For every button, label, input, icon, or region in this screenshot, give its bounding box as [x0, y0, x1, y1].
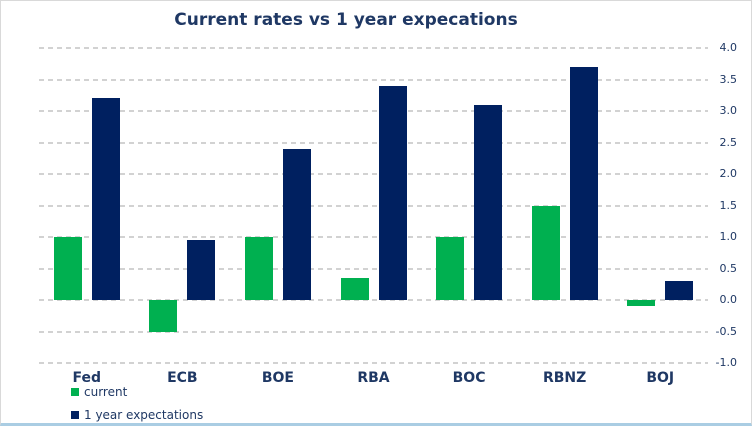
bar-1-year-expectations [665, 281, 694, 300]
category-label-boj: BOJ [646, 370, 675, 386]
category-label-rbnz: RBNZ [542, 370, 587, 386]
category-label-ecb: ECB [167, 370, 198, 386]
gridline [39, 299, 708, 301]
legend: current 1 year expectations [71, 385, 203, 423]
bar-current [340, 277, 369, 300]
bar-current [627, 300, 656, 307]
y-tick-label: 3.5 [719, 72, 738, 86]
bar-current [149, 300, 178, 332]
legend-swatch-expectations [71, 411, 79, 419]
gridline [39, 110, 708, 112]
y-tick-label: 2.5 [719, 135, 738, 149]
bar-current [531, 205, 560, 300]
bar-1-year-expectations [91, 98, 120, 300]
y-tick-label: 1.5 [719, 198, 738, 212]
gridline [39, 330, 708, 333]
y-tick-label: 2.0 [719, 167, 738, 180]
y-tick-label: 3.0 [719, 104, 738, 117]
y-tick-label: 1.0 [719, 230, 738, 243]
gridline [39, 362, 708, 364]
gridline [39, 267, 708, 270]
bar-1-year-expectations [474, 104, 503, 300]
y-tick-label: 4.0 [719, 41, 738, 54]
legend-swatch-current [71, 388, 79, 396]
bar-current [436, 237, 465, 300]
category-label-rba: RBA [357, 370, 390, 386]
y-tick-label: 0.0 [719, 293, 738, 306]
y-tick-label: 0.5 [719, 261, 738, 275]
bar-1-year-expectations [378, 85, 407, 300]
gridline [39, 78, 708, 81]
chart-title: Current rates vs 1 year expecations [174, 10, 518, 30]
y-tick-label: -0.5 [715, 324, 737, 338]
bar-1-year-expectations [187, 240, 216, 300]
bar-1-year-expectations [282, 148, 311, 300]
legend-item-current: current [71, 385, 203, 399]
bar-1-year-expectations [569, 66, 598, 300]
legend-label-expectations: 1 year expectations [84, 408, 204, 422]
category-label-fed: Fed [72, 370, 102, 386]
gridline [39, 204, 708, 207]
bar-current [244, 237, 273, 300]
legend-label-current: current [84, 385, 128, 399]
gridline [39, 47, 708, 49]
gridline [39, 141, 708, 144]
legend-item-expectations: 1 year expectations [71, 408, 203, 422]
category-label-boc: BOC [452, 370, 486, 386]
gridline [39, 173, 708, 175]
y-tick-label: -1.0 [715, 356, 737, 369]
bar-current [53, 237, 82, 300]
gridline [39, 236, 708, 238]
category-label-boe: BOE [261, 370, 294, 386]
